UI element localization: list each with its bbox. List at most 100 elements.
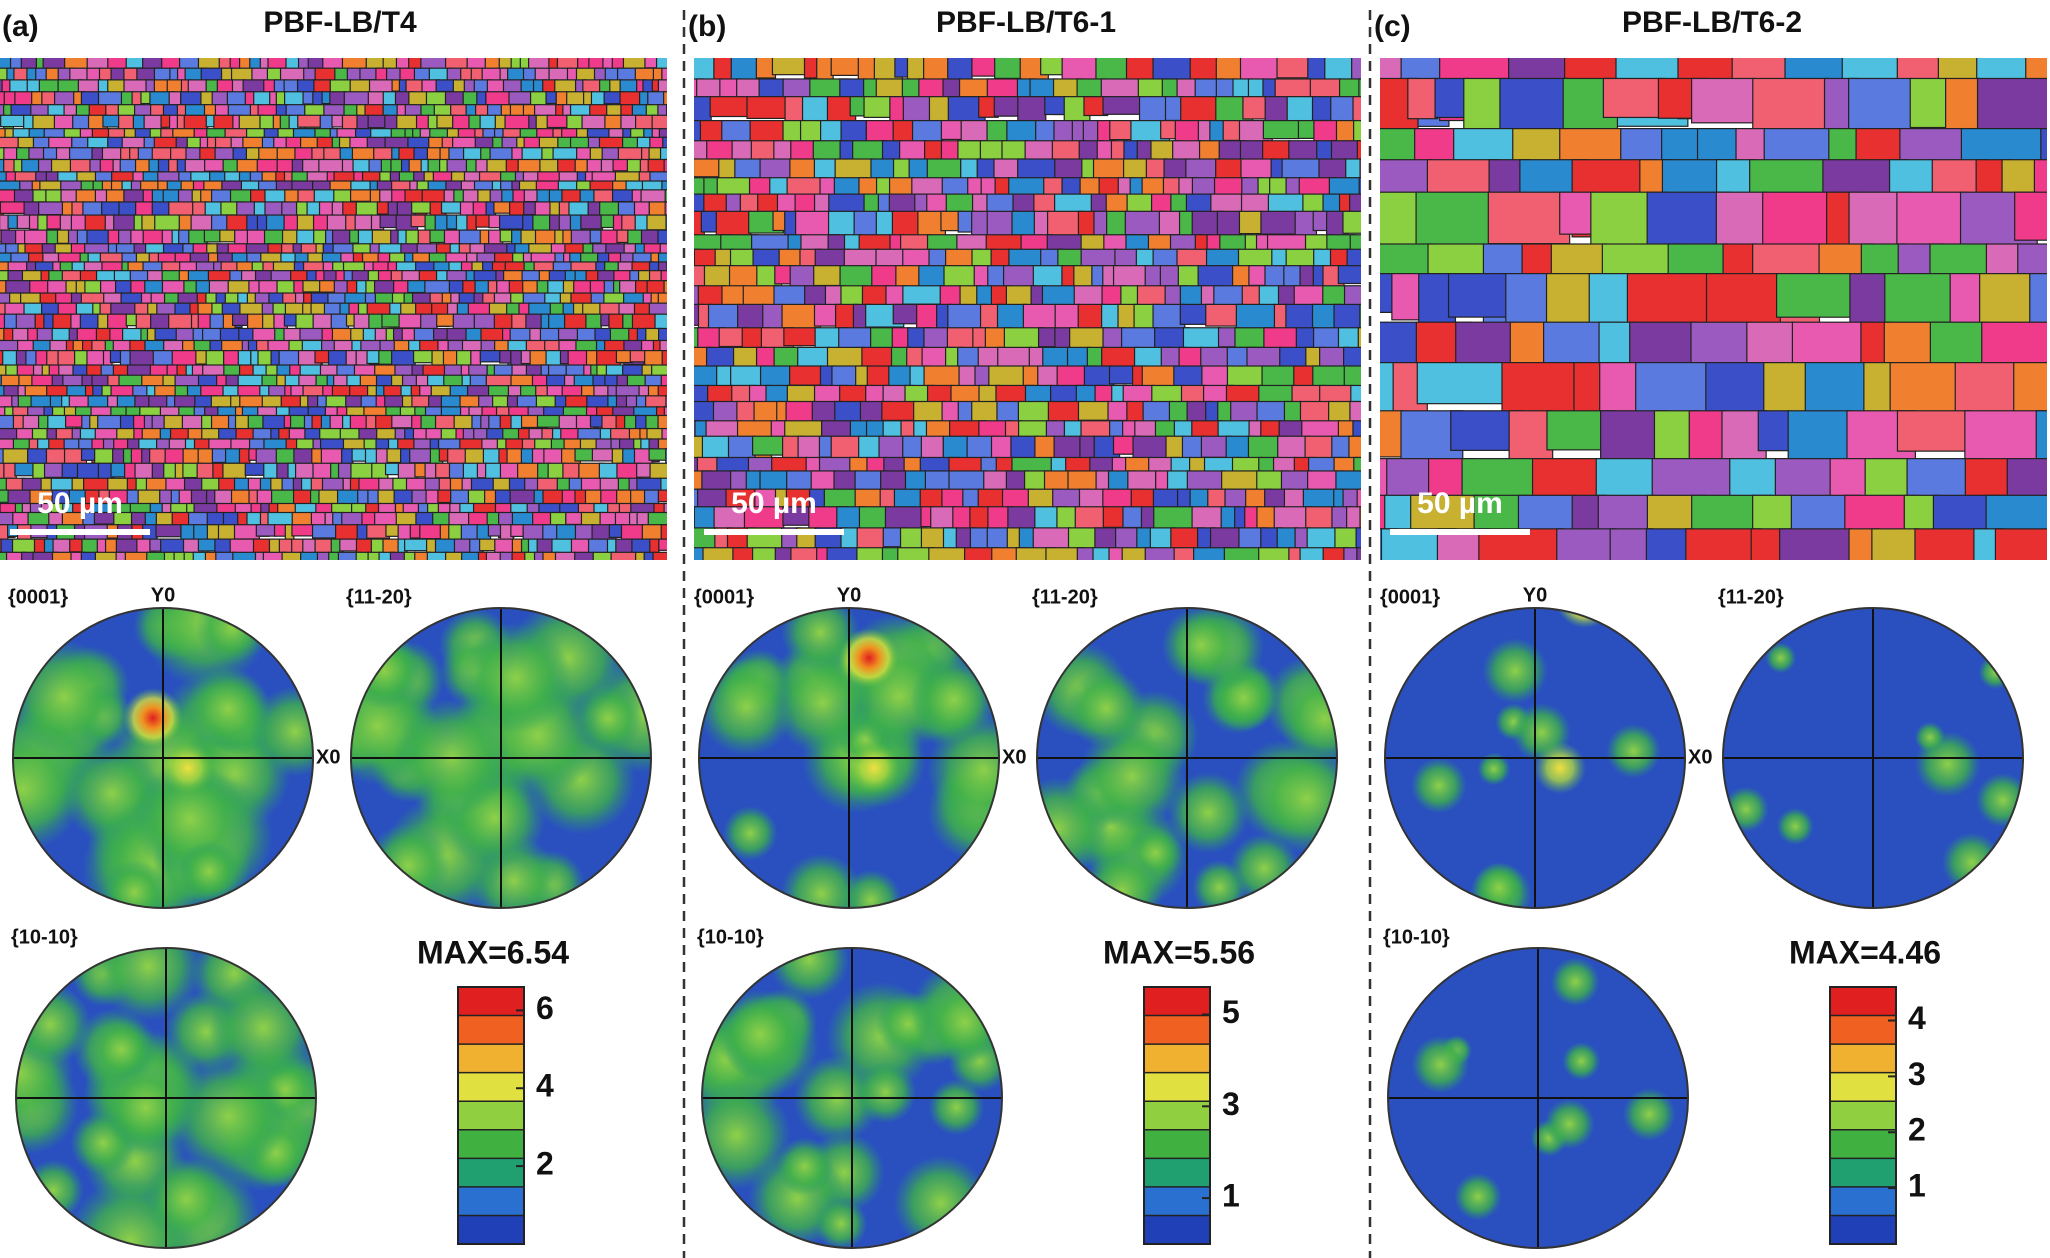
grain — [1230, 400, 1259, 422]
grain — [1173, 547, 1195, 560]
grain — [1037, 327, 1056, 348]
grain — [774, 547, 793, 560]
grain — [783, 327, 819, 347]
grain — [311, 524, 339, 539]
grain — [1226, 365, 1265, 389]
grain — [1994, 528, 2047, 560]
grain — [1276, 58, 1311, 79]
ebsd-map — [694, 36, 1361, 560]
grain — [1434, 77, 1470, 119]
grain — [233, 524, 260, 540]
grain — [1035, 119, 1055, 143]
grain — [940, 119, 965, 141]
grain — [129, 350, 156, 368]
intensity-peak — [162, 742, 214, 794]
intensity-blob — [1066, 668, 1147, 749]
grain — [1779, 528, 1852, 560]
grain — [38, 201, 64, 216]
grain — [694, 547, 707, 560]
grain — [457, 44, 477, 57]
grain — [319, 280, 337, 293]
panel-title: PBF-LB/T6-2 — [1622, 6, 1802, 39]
grain — [536, 414, 561, 428]
intensity-blob — [1606, 723, 1661, 779]
colorbar-band — [1830, 1015, 1896, 1045]
grain — [409, 524, 421, 539]
grain — [21, 551, 36, 560]
intensity-peak — [1534, 742, 1586, 794]
grain — [1213, 285, 1248, 307]
grain — [404, 538, 428, 552]
grain — [1088, 58, 1111, 61]
grain — [643, 551, 656, 560]
grain — [746, 96, 787, 120]
grain — [660, 270, 667, 290]
grain — [1349, 193, 1361, 221]
grain — [445, 551, 463, 560]
grain — [173, 551, 189, 560]
grain — [694, 435, 705, 459]
grain — [1124, 210, 1165, 236]
grain — [414, 462, 427, 478]
grain — [728, 265, 762, 288]
colorbar-tick-label: 5 — [1222, 994, 1240, 1030]
grain — [485, 551, 504, 560]
grain — [694, 400, 717, 423]
intensity-blob — [699, 658, 796, 756]
grain — [461, 551, 485, 560]
grain — [1193, 547, 1232, 560]
grain — [1044, 96, 1067, 116]
grain — [648, 448, 667, 461]
grain — [1182, 327, 1221, 349]
grain — [146, 551, 171, 560]
grain — [924, 36, 948, 57]
max-label: MAX=5.56 — [1103, 934, 1255, 970]
grain — [620, 524, 644, 542]
pole-label: {10-10} — [11, 926, 78, 948]
grain — [751, 435, 787, 456]
intensity-blob — [249, 686, 313, 777]
grain — [657, 229, 667, 254]
grain — [661, 427, 667, 443]
intensity-blob — [13, 640, 121, 755]
grain — [1288, 140, 1319, 162]
pole-label: {0001} — [1380, 586, 1440, 608]
grain — [1150, 193, 1172, 214]
grain — [1264, 36, 1299, 54]
grain — [107, 79, 126, 94]
grain — [2029, 273, 2047, 335]
grain — [1602, 77, 1666, 119]
grain — [963, 547, 999, 560]
grain — [1108, 547, 1125, 560]
grain — [354, 214, 373, 231]
colorbar-frame — [1143, 986, 1211, 1245]
colorbar-band — [1830, 1129, 1896, 1159]
colorbar-tick-label: 2 — [1908, 1112, 1926, 1148]
grain — [508, 91, 534, 105]
grain — [0, 114, 25, 128]
grain — [1138, 96, 1169, 124]
colorbar-tick-label: 4 — [536, 1068, 554, 1104]
grain — [969, 506, 991, 532]
intensity-blob — [209, 974, 316, 1083]
grain — [331, 114, 344, 128]
grain — [1349, 400, 1361, 439]
grain — [737, 303, 765, 332]
intensity-blob — [195, 608, 268, 664]
grain — [448, 511, 471, 527]
pole-figure — [702, 948, 1002, 1248]
grain — [1269, 177, 1289, 197]
grain — [197, 44, 210, 57]
grain — [1357, 327, 1361, 349]
grain — [1148, 36, 1166, 56]
intensity-peak — [848, 742, 900, 794]
grain — [488, 214, 501, 229]
grain — [446, 327, 468, 342]
grain — [663, 158, 667, 186]
grain — [1416, 362, 1505, 405]
grain — [345, 395, 363, 409]
intensity-blob — [1723, 786, 1769, 833]
grain — [1122, 506, 1143, 529]
grain — [1191, 58, 1214, 63]
grain — [211, 302, 224, 316]
